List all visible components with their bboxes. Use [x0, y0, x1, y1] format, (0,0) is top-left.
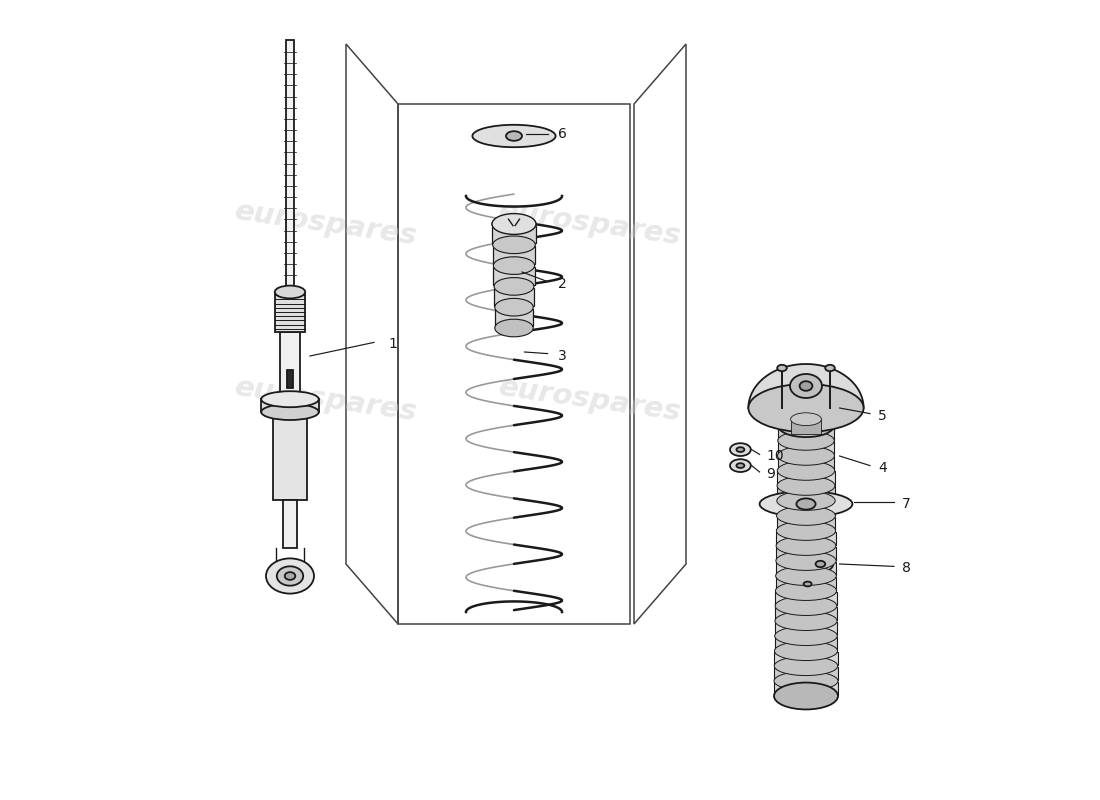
Bar — [774, 682, 838, 695]
Bar — [286, 40, 294, 296]
Ellipse shape — [494, 257, 535, 274]
Ellipse shape — [778, 414, 834, 437]
Ellipse shape — [778, 416, 834, 435]
Ellipse shape — [778, 365, 786, 371]
Text: 6: 6 — [558, 127, 566, 142]
Bar — [492, 226, 536, 243]
Ellipse shape — [736, 447, 745, 452]
Ellipse shape — [730, 443, 751, 456]
Bar — [774, 622, 837, 635]
Bar — [777, 486, 835, 500]
Ellipse shape — [495, 319, 534, 337]
Bar — [275, 292, 305, 332]
Bar — [776, 606, 837, 620]
Ellipse shape — [776, 566, 836, 586]
Ellipse shape — [774, 626, 837, 646]
Ellipse shape — [774, 642, 837, 661]
Ellipse shape — [778, 431, 834, 450]
Text: 8: 8 — [902, 561, 911, 575]
Text: 4: 4 — [878, 461, 887, 475]
Bar — [774, 652, 837, 665]
Text: 2: 2 — [558, 277, 566, 291]
Ellipse shape — [472, 125, 556, 147]
Ellipse shape — [776, 582, 837, 601]
Ellipse shape — [492, 215, 536, 233]
Ellipse shape — [774, 656, 838, 675]
Bar — [495, 309, 534, 326]
Bar — [279, 332, 300, 452]
Ellipse shape — [777, 491, 835, 510]
Bar — [283, 500, 297, 548]
Ellipse shape — [275, 286, 305, 298]
Bar — [776, 577, 836, 590]
Text: eurospares: eurospares — [233, 198, 419, 250]
Ellipse shape — [774, 611, 837, 630]
Ellipse shape — [776, 551, 836, 570]
Ellipse shape — [798, 578, 818, 590]
Ellipse shape — [748, 384, 864, 432]
Bar — [493, 246, 536, 264]
Ellipse shape — [777, 521, 836, 540]
Ellipse shape — [777, 476, 835, 495]
Text: 7: 7 — [902, 497, 911, 511]
Ellipse shape — [494, 278, 534, 295]
Ellipse shape — [730, 459, 751, 472]
Bar — [261, 399, 319, 412]
Ellipse shape — [774, 682, 838, 710]
Ellipse shape — [804, 582, 812, 586]
Text: eurospares: eurospares — [497, 374, 683, 426]
Text: 3: 3 — [558, 349, 566, 363]
Bar — [778, 471, 835, 485]
Ellipse shape — [778, 461, 835, 480]
Text: eurospares: eurospares — [497, 198, 683, 250]
Bar — [774, 666, 838, 680]
Ellipse shape — [285, 572, 295, 580]
Bar — [778, 426, 834, 440]
Ellipse shape — [776, 596, 837, 615]
Ellipse shape — [736, 463, 745, 468]
Ellipse shape — [778, 446, 835, 466]
Bar — [273, 400, 307, 500]
Bar — [776, 562, 836, 575]
Text: 1: 1 — [388, 337, 397, 351]
Bar — [494, 288, 534, 306]
Bar — [287, 370, 294, 388]
Ellipse shape — [277, 566, 304, 586]
Ellipse shape — [774, 671, 838, 690]
Bar — [778, 457, 835, 470]
Ellipse shape — [796, 498, 815, 510]
Ellipse shape — [760, 491, 852, 517]
Bar — [777, 502, 835, 515]
Bar — [494, 267, 535, 285]
Bar — [778, 442, 834, 455]
Ellipse shape — [266, 558, 314, 594]
Bar — [777, 517, 835, 530]
Ellipse shape — [495, 298, 534, 316]
Text: 5: 5 — [878, 409, 887, 423]
Ellipse shape — [261, 391, 319, 407]
Ellipse shape — [807, 556, 833, 572]
Text: eurospares: eurospares — [233, 374, 419, 426]
Ellipse shape — [506, 131, 522, 141]
Text: 9: 9 — [766, 466, 774, 481]
Ellipse shape — [492, 214, 536, 234]
Bar — [777, 546, 836, 560]
Ellipse shape — [791, 413, 822, 426]
Ellipse shape — [261, 404, 319, 420]
Bar — [774, 637, 837, 650]
Bar — [791, 419, 822, 434]
Ellipse shape — [790, 374, 822, 398]
Bar — [777, 531, 836, 545]
Ellipse shape — [800, 382, 813, 391]
Bar — [776, 592, 837, 605]
Ellipse shape — [777, 536, 836, 555]
Ellipse shape — [815, 561, 825, 567]
Text: 10: 10 — [766, 449, 783, 463]
Ellipse shape — [493, 236, 536, 254]
Ellipse shape — [777, 506, 835, 526]
Polygon shape — [748, 364, 864, 408]
Ellipse shape — [825, 365, 835, 371]
